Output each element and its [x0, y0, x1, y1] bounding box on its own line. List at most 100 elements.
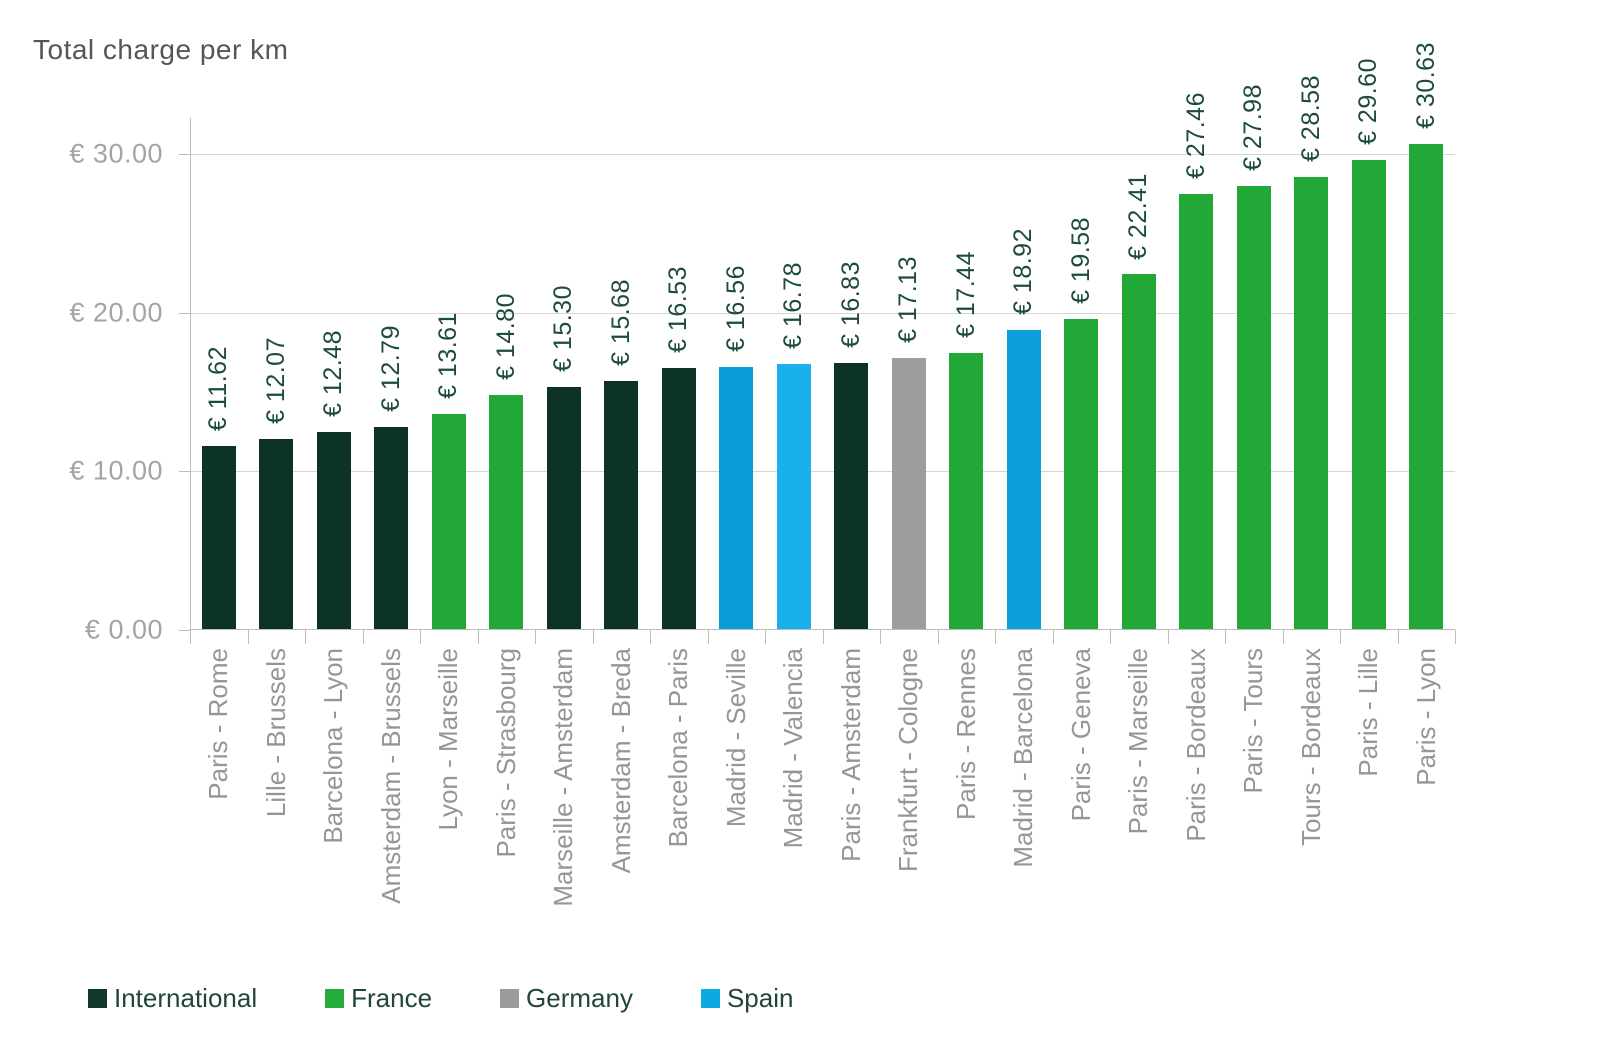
- bar: [604, 381, 639, 630]
- bar: [1236, 186, 1271, 630]
- bar: [1351, 160, 1386, 630]
- x-axis-tick: [535, 630, 536, 644]
- x-axis-label: Amsterdam - Breda: [605, 648, 636, 874]
- x-label-slot: Madrid - Valencia: [765, 648, 823, 848]
- bar-slot: € 29.60: [1340, 58, 1398, 630]
- legend-item-international: International: [88, 983, 257, 1014]
- x-label-slot: Frankfurt - Cologne: [880, 648, 938, 872]
- x-axis-tick: [937, 630, 939, 644]
- bar: [661, 367, 696, 630]
- y-axis-tick-label: € 0.00: [84, 614, 163, 645]
- bar-value-label: € 14.80: [491, 293, 520, 381]
- x-axis-label: Barcelona - Lyon: [318, 648, 349, 844]
- y-axis-tick: [179, 630, 190, 631]
- x-axis-label: Paris - Lille: [1353, 648, 1384, 777]
- bar-value-label: € 16.53: [664, 265, 693, 353]
- bar-slot: € 16.56: [708, 118, 766, 630]
- bar-value-label: € 30.63: [1411, 42, 1440, 129]
- bar-value-label: € 22.41: [1124, 172, 1153, 260]
- x-axis-label: Paris - Rome: [203, 648, 234, 800]
- x-axis-label: Paris - Amsterdam: [835, 648, 866, 862]
- bar-slot: € 12.48: [305, 118, 363, 630]
- x-axis-label: Madrid - Seville: [720, 648, 751, 828]
- legend-swatch: [500, 989, 520, 1008]
- bar: [374, 427, 409, 630]
- bar-value-label: € 15.68: [606, 279, 635, 367]
- bar: [1294, 176, 1329, 630]
- bar-slot: € 14.80: [478, 118, 536, 630]
- x-label-slot: Amsterdam - Breda: [593, 648, 651, 873]
- bar-slot: € 16.83: [823, 118, 881, 630]
- x-axis-label: Barcelona - Paris: [663, 648, 694, 848]
- x-label-slot: Amsterdam - Brussels: [363, 648, 421, 904]
- bar-value-label: € 27.98: [1239, 84, 1268, 172]
- bar: [719, 367, 754, 630]
- bar-value-label: € 19.58: [1066, 217, 1095, 305]
- bars-layer: € 11.62 € 12.07 € 12.48 € 12.79 € 13.61 € 14.…: [190, 42, 1456, 630]
- bar: [489, 395, 524, 630]
- x-label-slot: Paris - Marseille: [1110, 648, 1168, 834]
- bar: [891, 358, 926, 630]
- gridline: [191, 312, 1455, 314]
- y-axis-tick: [179, 312, 190, 314]
- x-axis-label: Paris - Marseille: [1123, 648, 1154, 835]
- x-label-slot: Paris - Lyon: [1398, 648, 1456, 786]
- legend-swatch: [700, 989, 720, 1008]
- legend-item-france: France: [325, 983, 432, 1014]
- x-label-slot: Paris - Geneva: [1053, 648, 1111, 821]
- bar-slot: € 12.07: [248, 118, 306, 630]
- x-axis-tick: [1225, 630, 1226, 644]
- x-axis-tick: [765, 630, 766, 644]
- bar-slot: € 15.30: [535, 118, 593, 630]
- x-axis-label: Paris - Lyon: [1410, 648, 1441, 786]
- x-axis-tick: [1397, 630, 1399, 644]
- x-label-slot: Tours - Bordeaux: [1283, 648, 1341, 846]
- x-axis-tick: [995, 630, 996, 644]
- x-axis-label: Amsterdam - Brussels: [375, 648, 406, 904]
- y-axis-tick: [179, 471, 190, 473]
- legend-label: International: [114, 983, 258, 1013]
- bar-slot: € 16.78: [765, 118, 823, 630]
- bar-slot: € 22.41: [1110, 118, 1168, 630]
- x-label-slot: Paris - Rome: [190, 648, 248, 800]
- bar-slot: € 27.98: [1225, 84, 1283, 630]
- bar-slot: € 16.53: [650, 118, 708, 630]
- x-label-slot: Paris - Bordeaux: [1168, 648, 1226, 842]
- bar: [1179, 194, 1214, 630]
- x-axis-label: Paris - Strasbourg: [490, 648, 521, 858]
- x-axis-label: Paris - Bordeaux: [1180, 648, 1211, 842]
- x-label-slot: Paris - Strasbourg: [478, 648, 536, 858]
- bar-slot: € 27.46: [1168, 92, 1226, 630]
- x-axis-tick: [190, 630, 191, 644]
- x-axis-label: Tours - Bordeaux: [1295, 648, 1326, 846]
- bar-slot: € 28.58: [1283, 75, 1341, 630]
- x-axis-tick: [592, 630, 594, 644]
- bar-value-label: € 11.62: [204, 345, 233, 431]
- x-label-slot: Madrid - Seville: [708, 648, 766, 827]
- x-axis-line: [190, 629, 1455, 630]
- x-axis-tick: [477, 630, 479, 644]
- y-axis-tick-label: € 20.00: [69, 297, 163, 328]
- x-axis-tick: [1052, 630, 1054, 644]
- x-axis-label: Marseille - Amsterdam: [548, 648, 579, 907]
- x-label-slot: Lille - Brussels: [248, 648, 306, 817]
- legend-swatch: [88, 989, 107, 1008]
- y-axis-line: [190, 118, 191, 630]
- x-axis-label: Madrid - Valencia: [778, 648, 809, 849]
- bar-value-label: € 13.61: [434, 312, 463, 400]
- bar-value-label: € 17.13: [894, 256, 923, 344]
- bar-value-label: € 16.78: [779, 261, 808, 349]
- bar-slot: € 11.62: [190, 118, 248, 630]
- gridline: [191, 153, 1455, 155]
- legend-label: France: [351, 983, 433, 1013]
- bar-value-label: € 12.48: [319, 330, 348, 417]
- bar-slot: € 30.63: [1398, 42, 1456, 630]
- bar-value-label: € 16.56: [721, 265, 750, 353]
- x-axis-label: Paris - Geneva: [1065, 648, 1096, 822]
- bar-slot: € 12.79: [363, 118, 421, 630]
- x-axis-label: Lyon - Marseille: [433, 648, 464, 831]
- plot-area: € 11.62 € 12.07 € 12.48 € 12.79 € 13.61 € 14.…: [190, 42, 1456, 630]
- x-axis-tick: [420, 630, 421, 644]
- legend-item-spain: Spain: [700, 983, 793, 1014]
- x-label-slot: Barcelona - Paris: [650, 648, 708, 847]
